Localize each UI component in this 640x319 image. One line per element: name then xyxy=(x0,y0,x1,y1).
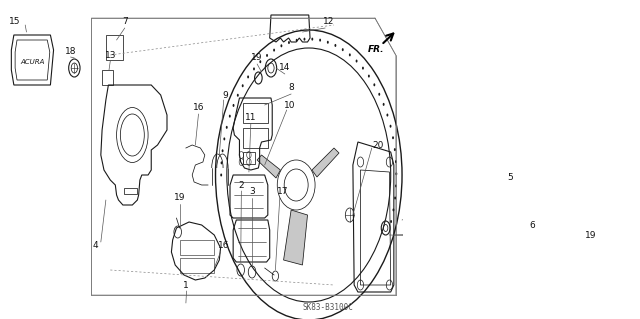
Text: 2: 2 xyxy=(239,181,244,189)
Circle shape xyxy=(392,208,394,211)
Circle shape xyxy=(259,60,261,63)
Text: 17: 17 xyxy=(276,188,288,197)
Circle shape xyxy=(383,103,385,106)
Circle shape xyxy=(395,160,397,163)
Circle shape xyxy=(253,67,255,70)
Text: 16: 16 xyxy=(193,103,204,113)
Circle shape xyxy=(220,174,222,176)
Circle shape xyxy=(394,148,396,151)
Circle shape xyxy=(221,149,223,152)
Text: 8: 8 xyxy=(288,84,294,93)
Circle shape xyxy=(221,161,223,164)
Text: 18: 18 xyxy=(65,48,76,56)
Text: 19: 19 xyxy=(586,231,597,240)
Circle shape xyxy=(242,84,244,87)
Circle shape xyxy=(229,115,231,118)
Text: 16: 16 xyxy=(218,241,230,249)
Text: 7: 7 xyxy=(122,18,127,26)
Circle shape xyxy=(303,38,305,41)
Circle shape xyxy=(237,94,239,97)
Text: 19: 19 xyxy=(174,194,186,203)
Circle shape xyxy=(266,54,268,57)
Text: 5: 5 xyxy=(508,174,513,182)
Circle shape xyxy=(378,93,380,96)
Circle shape xyxy=(288,41,290,44)
Circle shape xyxy=(273,48,275,52)
Circle shape xyxy=(311,38,313,41)
Circle shape xyxy=(368,75,370,78)
Polygon shape xyxy=(284,210,307,265)
Circle shape xyxy=(335,44,337,47)
Text: 11: 11 xyxy=(245,114,257,122)
Text: 15: 15 xyxy=(10,18,21,26)
Circle shape xyxy=(327,41,329,44)
Text: 12: 12 xyxy=(323,18,335,26)
Text: 3: 3 xyxy=(249,188,255,197)
Text: SK83-B3100C: SK83-B3100C xyxy=(302,303,353,313)
Circle shape xyxy=(390,125,392,128)
Circle shape xyxy=(394,197,396,199)
Circle shape xyxy=(319,39,321,42)
Text: ACURA: ACURA xyxy=(20,59,44,65)
Text: 19: 19 xyxy=(252,54,263,63)
Polygon shape xyxy=(257,155,280,178)
Text: 10: 10 xyxy=(284,100,296,109)
Polygon shape xyxy=(312,148,339,177)
Circle shape xyxy=(280,44,282,47)
Circle shape xyxy=(349,53,351,56)
Text: 6: 6 xyxy=(530,220,535,229)
Circle shape xyxy=(390,220,392,223)
Text: 9: 9 xyxy=(223,91,228,100)
Text: FR.: FR. xyxy=(368,46,385,55)
Circle shape xyxy=(247,75,249,78)
Text: 4: 4 xyxy=(93,241,99,249)
Circle shape xyxy=(396,172,397,175)
Text: 14: 14 xyxy=(279,63,291,72)
Circle shape xyxy=(232,104,234,107)
Circle shape xyxy=(223,137,225,140)
Circle shape xyxy=(356,60,358,63)
Circle shape xyxy=(392,136,394,139)
Text: 1: 1 xyxy=(183,280,189,290)
Circle shape xyxy=(362,67,364,70)
Circle shape xyxy=(226,126,228,129)
Circle shape xyxy=(373,83,375,86)
Circle shape xyxy=(342,48,344,51)
Text: 13: 13 xyxy=(104,50,116,60)
Circle shape xyxy=(296,39,298,42)
Circle shape xyxy=(387,114,388,116)
Circle shape xyxy=(395,184,397,188)
Text: 20: 20 xyxy=(372,140,384,150)
